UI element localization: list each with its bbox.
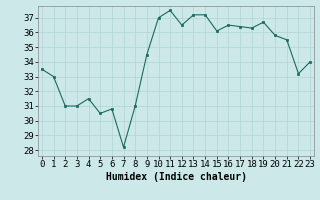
X-axis label: Humidex (Indice chaleur): Humidex (Indice chaleur)	[106, 172, 246, 182]
